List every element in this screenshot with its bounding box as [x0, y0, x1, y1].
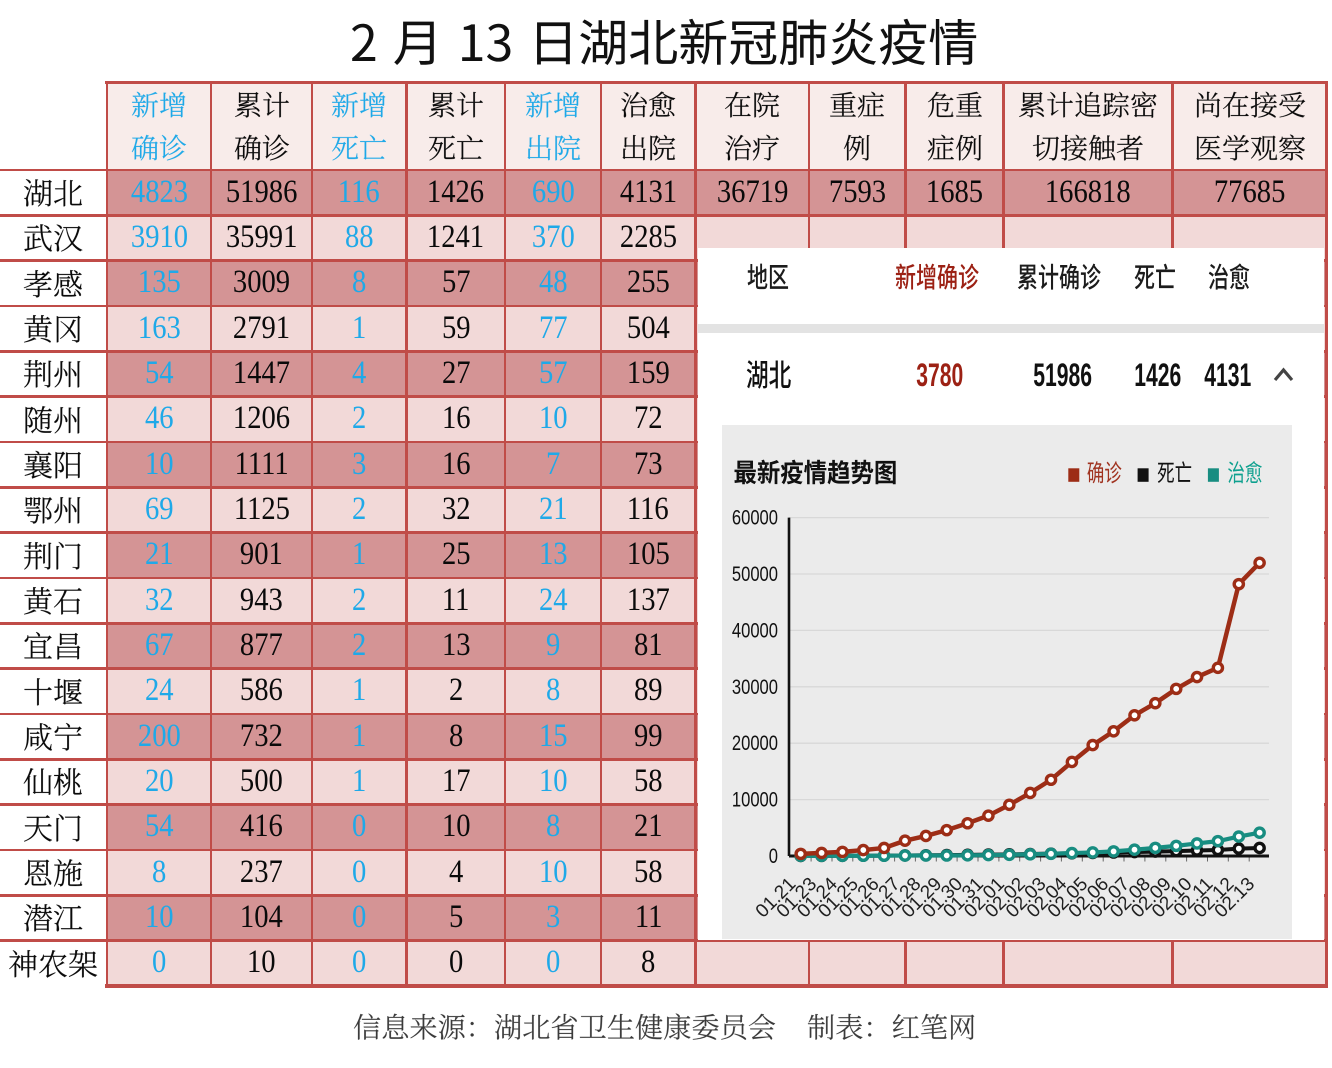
- svg-text:50000: 50000: [732, 563, 778, 586]
- svg-text:40000: 40000: [732, 620, 778, 643]
- svg-text:0: 0: [769, 845, 778, 868]
- svg-text:60000: 60000: [732, 507, 778, 530]
- svg-text:10000: 10000: [732, 789, 778, 812]
- svg-text:20000: 20000: [732, 732, 778, 755]
- svg-text:30000: 30000: [732, 676, 778, 699]
